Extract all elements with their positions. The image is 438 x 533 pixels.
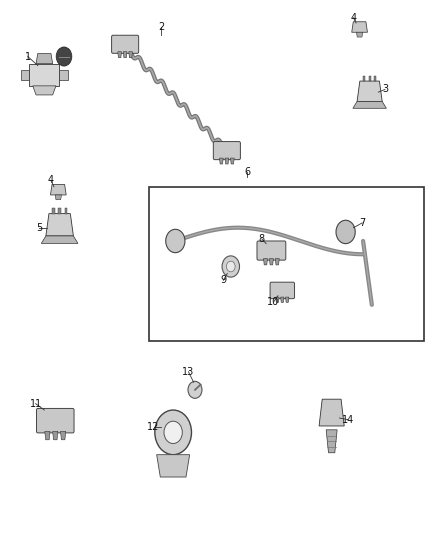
FancyBboxPatch shape — [270, 282, 294, 298]
Text: 10: 10 — [268, 297, 280, 307]
Bar — [363, 76, 365, 81]
FancyBboxPatch shape — [213, 142, 240, 160]
Polygon shape — [53, 431, 58, 440]
Polygon shape — [353, 101, 386, 108]
Polygon shape — [21, 70, 29, 80]
FancyBboxPatch shape — [36, 408, 74, 433]
Polygon shape — [45, 431, 50, 440]
Text: 4: 4 — [350, 13, 357, 23]
Bar — [368, 76, 371, 81]
Text: 6: 6 — [244, 167, 251, 177]
Polygon shape — [269, 259, 273, 265]
Polygon shape — [55, 195, 61, 200]
Bar — [58, 208, 61, 214]
Text: 3: 3 — [382, 84, 388, 94]
Bar — [374, 76, 376, 81]
Polygon shape — [60, 431, 66, 440]
Polygon shape — [123, 52, 127, 58]
Polygon shape — [29, 63, 59, 86]
Polygon shape — [33, 86, 56, 95]
Bar — [64, 208, 67, 214]
Circle shape — [188, 381, 202, 398]
Polygon shape — [357, 33, 363, 37]
Polygon shape — [357, 81, 382, 101]
Text: 4: 4 — [48, 175, 54, 185]
Polygon shape — [276, 259, 279, 265]
Polygon shape — [326, 430, 337, 453]
Polygon shape — [36, 53, 53, 63]
Circle shape — [164, 421, 182, 443]
Polygon shape — [157, 455, 190, 477]
Circle shape — [166, 229, 185, 253]
Polygon shape — [319, 399, 344, 426]
Text: 14: 14 — [342, 415, 354, 425]
Bar — [52, 208, 55, 214]
Circle shape — [336, 220, 355, 244]
Text: 7: 7 — [359, 218, 365, 228]
Circle shape — [222, 256, 240, 277]
Polygon shape — [230, 158, 234, 164]
Polygon shape — [281, 297, 284, 302]
Text: 11: 11 — [29, 399, 42, 409]
Polygon shape — [129, 52, 132, 58]
Text: 9: 9 — [220, 276, 226, 285]
Polygon shape — [46, 214, 74, 236]
Text: 12: 12 — [147, 422, 160, 432]
Bar — [149, 187, 424, 341]
Polygon shape — [219, 158, 223, 164]
Text: 1: 1 — [25, 52, 31, 61]
Polygon shape — [276, 297, 279, 302]
Text: 8: 8 — [259, 234, 265, 244]
FancyBboxPatch shape — [257, 241, 286, 260]
Polygon shape — [59, 70, 67, 80]
Polygon shape — [286, 297, 289, 302]
Text: 5: 5 — [36, 223, 42, 233]
Polygon shape — [118, 52, 121, 58]
Circle shape — [155, 410, 191, 455]
Circle shape — [56, 47, 72, 66]
Polygon shape — [264, 259, 268, 265]
Polygon shape — [225, 158, 229, 164]
FancyBboxPatch shape — [112, 35, 139, 53]
Text: 13: 13 — [182, 367, 194, 377]
Polygon shape — [352, 22, 367, 33]
Polygon shape — [50, 184, 66, 195]
Polygon shape — [41, 236, 78, 244]
Circle shape — [226, 261, 235, 272]
Text: 2: 2 — [158, 22, 165, 33]
